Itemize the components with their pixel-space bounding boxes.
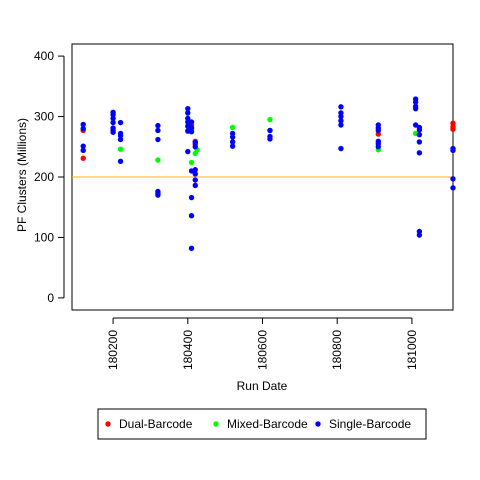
data-point	[229, 124, 236, 131]
data-point	[155, 157, 161, 163]
y-tick-label: 0	[47, 291, 54, 305]
legend-item-dual-barcode: Dual-Barcode	[105, 417, 193, 431]
data-point	[267, 136, 273, 142]
data-point	[192, 171, 198, 177]
data-point	[338, 104, 344, 110]
data-point	[117, 119, 124, 126]
data-point	[416, 139, 423, 145]
x-tick-label: 180400	[181, 330, 195, 370]
data-point	[416, 131, 423, 138]
data-point	[412, 105, 419, 112]
data-point	[229, 143, 236, 149]
data-point	[192, 182, 198, 189]
data-point	[188, 194, 195, 201]
y-tick-label: 100	[34, 230, 54, 244]
data-point	[188, 159, 195, 166]
data-point	[416, 150, 423, 156]
data-point	[110, 119, 116, 126]
data-point	[188, 245, 195, 252]
data-point	[267, 116, 273, 123]
data-point	[117, 136, 124, 143]
series-mixed-barcode	[117, 116, 419, 166]
data-point	[80, 121, 86, 128]
legend-item-single-barcode: Single-Barcode	[315, 417, 411, 431]
data-point	[192, 167, 198, 173]
legend-item-mixed-barcode: Mixed-Barcode	[213, 417, 308, 431]
data-point	[185, 110, 191, 116]
data-point	[450, 176, 456, 182]
data-point	[155, 122, 161, 129]
x-tick-label: 181000	[405, 330, 419, 370]
data-point	[450, 185, 456, 191]
data-point	[188, 212, 195, 219]
legend-box	[97, 408, 427, 440]
legend-label: Single-Barcode	[329, 417, 411, 431]
data-point	[117, 158, 124, 164]
y-tick-label: 400	[34, 49, 54, 63]
data-point	[338, 118, 344, 124]
data-point	[80, 143, 86, 149]
data-point	[155, 136, 161, 143]
legend-marker	[213, 421, 219, 427]
x-axis-title: Run Date	[237, 379, 288, 393]
data-point	[229, 139, 236, 145]
data-point	[155, 127, 161, 134]
data-point	[185, 119, 191, 125]
data-point	[185, 105, 191, 112]
data-point	[188, 124, 195, 131]
x-tick-label: 180800	[330, 330, 344, 370]
legend: Dual-Barcode Mixed-Barcode Single-Barcode	[97, 408, 427, 440]
data-point	[412, 99, 419, 105]
data-point	[185, 148, 191, 155]
y-tick-label: 300	[34, 110, 54, 124]
legend-label: Mixed-Barcode	[227, 417, 308, 431]
legend-marker	[315, 421, 321, 427]
data-point	[192, 144, 198, 150]
data-point	[450, 147, 456, 154]
y-tick-label: 200	[34, 170, 54, 184]
data-point	[416, 232, 423, 238]
legend-marker	[105, 421, 111, 427]
data-point	[267, 127, 273, 134]
data-point	[450, 126, 456, 132]
data-point	[192, 139, 198, 146]
data-point	[338, 122, 344, 128]
data-point	[229, 134, 236, 140]
data-point	[338, 145, 344, 152]
data-point	[117, 146, 124, 152]
data-point	[80, 155, 86, 161]
data-point	[110, 129, 116, 135]
x-tick-label: 180200	[106, 330, 120, 370]
data-point	[155, 192, 161, 198]
data-point	[80, 125, 86, 132]
data-point	[80, 147, 86, 154]
data-point	[192, 177, 198, 183]
x-tick-label: 180600	[256, 330, 270, 370]
data-point	[188, 128, 195, 135]
y-axis-title: PF Clusters (Millions)	[15, 118, 29, 232]
data-point	[375, 127, 381, 134]
data-points	[80, 96, 456, 252]
data-point	[188, 119, 195, 125]
series-single-barcode	[80, 96, 456, 252]
axes: 0 100 200 300 400 180200 180400 180600 180800 181…	[34, 49, 419, 370]
data-point	[416, 127, 423, 133]
data-point	[338, 113, 344, 120]
data-point	[375, 144, 381, 150]
data-point	[110, 115, 116, 122]
legend-label: Dual-Barcode	[119, 417, 193, 431]
